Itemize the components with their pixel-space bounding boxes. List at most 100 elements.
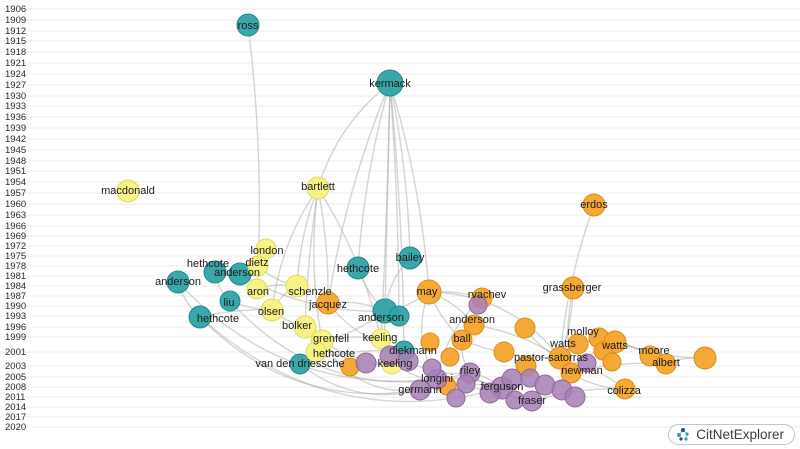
node-hethcote[interactable]	[346, 256, 370, 280]
node-label: watts	[601, 340, 628, 352]
node-p6[interactable]	[479, 382, 501, 404]
node-schenzle[interactable]	[285, 274, 309, 298]
node-label: ferguson	[481, 381, 524, 393]
node-watts[interactable]	[567, 333, 589, 355]
node-label: may	[417, 286, 438, 298]
year-label: 1936	[5, 112, 26, 123]
year-label: 1921	[5, 58, 26, 69]
node-bailey[interactable]	[398, 246, 422, 270]
node-label: grassberger	[543, 282, 602, 294]
node-o4[interactable]	[420, 332, 440, 352]
year-label: 1933	[5, 101, 26, 112]
node-label: diekmann	[389, 345, 437, 357]
node-label: moore	[638, 345, 669, 357]
node-label: jacquez	[308, 299, 347, 311]
year-label: 2005	[5, 372, 26, 383]
node-o1[interactable]	[514, 317, 536, 339]
node-germann[interactable]	[409, 379, 431, 401]
node-o9[interactable]	[602, 352, 622, 372]
node-anderson[interactable]	[463, 314, 485, 336]
node-aron[interactable]	[246, 278, 268, 300]
node-anderson[interactable]	[228, 262, 252, 286]
year-label: 1999	[5, 332, 26, 343]
node-ross[interactable]	[236, 13, 260, 37]
node-bartlett[interactable]	[306, 176, 330, 200]
node-van-den-driessche[interactable]	[289, 353, 311, 375]
node-liu[interactable]	[219, 290, 241, 312]
node-keeling[interactable]	[370, 328, 392, 350]
node-label: van den driessche	[255, 358, 344, 370]
year-label: 1948	[5, 156, 26, 167]
node-label: anderson	[155, 276, 201, 288]
node-label: anderson	[449, 314, 495, 326]
node-albert[interactable]	[655, 353, 677, 375]
node-label: liu	[223, 297, 234, 309]
node-label: rvachev	[468, 289, 507, 301]
node-olsen[interactable]	[260, 298, 284, 322]
year-label: 2003	[5, 361, 26, 372]
node-p3[interactable]	[397, 350, 419, 372]
year-label: 1954	[5, 177, 26, 188]
node-london[interactable]	[255, 238, 277, 260]
citnetexplorer-logo: CitNetExplorer	[668, 424, 795, 445]
node-hethcote[interactable]	[203, 260, 227, 284]
year-label: 1939	[5, 123, 26, 134]
node-pastor-satorras[interactable]	[548, 346, 572, 370]
node-anderson[interactable]	[166, 270, 190, 294]
node-erdos[interactable]	[582, 193, 606, 217]
node-p15[interactable]	[446, 388, 466, 408]
node-grassberger[interactable]	[561, 276, 585, 300]
node-ball[interactable]	[451, 329, 473, 351]
node-dietz[interactable]	[247, 255, 269, 277]
citation-edge	[199, 316, 421, 395]
node-kermack[interactable]	[376, 69, 404, 97]
year-label: 1984	[5, 281, 26, 292]
year-label: 1996	[5, 322, 26, 333]
node-p5[interactable]	[456, 374, 476, 394]
node-o2[interactable]	[493, 341, 515, 363]
year-label: 2014	[5, 402, 26, 413]
node-may[interactable]	[416, 279, 442, 305]
node-p4[interactable]	[422, 358, 442, 378]
node-label: hethcote	[313, 348, 355, 360]
node-label: hethcote	[187, 258, 229, 270]
node-label: fraser	[518, 395, 546, 407]
node-p12[interactable]	[505, 390, 525, 410]
node-label: riley	[460, 365, 481, 377]
node-o5[interactable]	[440, 347, 460, 367]
node-jacquez[interactable]	[316, 291, 340, 315]
citation-edge	[428, 291, 561, 359]
year-label: 1975	[5, 251, 26, 262]
node-label: macdonald	[101, 185, 155, 197]
node-p1[interactable]	[355, 352, 377, 374]
node-label: watts	[549, 338, 576, 350]
year-label: 1963	[5, 210, 26, 221]
year-label: 2008	[5, 382, 26, 393]
node-hethcote[interactable]	[188, 305, 212, 329]
node-colizza[interactable]	[614, 378, 636, 400]
citation-edge	[389, 82, 400, 317]
node-bigorange[interactable]	[693, 346, 717, 370]
year-label: 1906	[5, 4, 26, 15]
node-label: dietz	[245, 257, 268, 269]
year-label: 1924	[5, 69, 26, 80]
citation-edge	[389, 82, 430, 293]
logo-text: CitNetExplorer	[696, 427, 784, 442]
node-label: anderson	[358, 312, 404, 324]
year-label: 1951	[5, 166, 26, 177]
node-label: olsen	[258, 306, 284, 318]
node-p11[interactable]	[564, 386, 586, 408]
node-p13[interactable]	[468, 295, 488, 315]
year-label: 1972	[5, 241, 26, 252]
node-anderson3b[interactable]	[388, 305, 410, 327]
node-newman[interactable]	[560, 362, 582, 384]
node-hethcote[interactable]	[305, 341, 327, 363]
node-label: keeling	[363, 332, 398, 344]
node-macdonald[interactable]	[116, 179, 140, 203]
year-label: 2017	[5, 412, 26, 423]
node-bolker[interactable]	[293, 315, 317, 339]
node-p14[interactable]	[577, 353, 597, 373]
citation-edge	[317, 82, 391, 189]
